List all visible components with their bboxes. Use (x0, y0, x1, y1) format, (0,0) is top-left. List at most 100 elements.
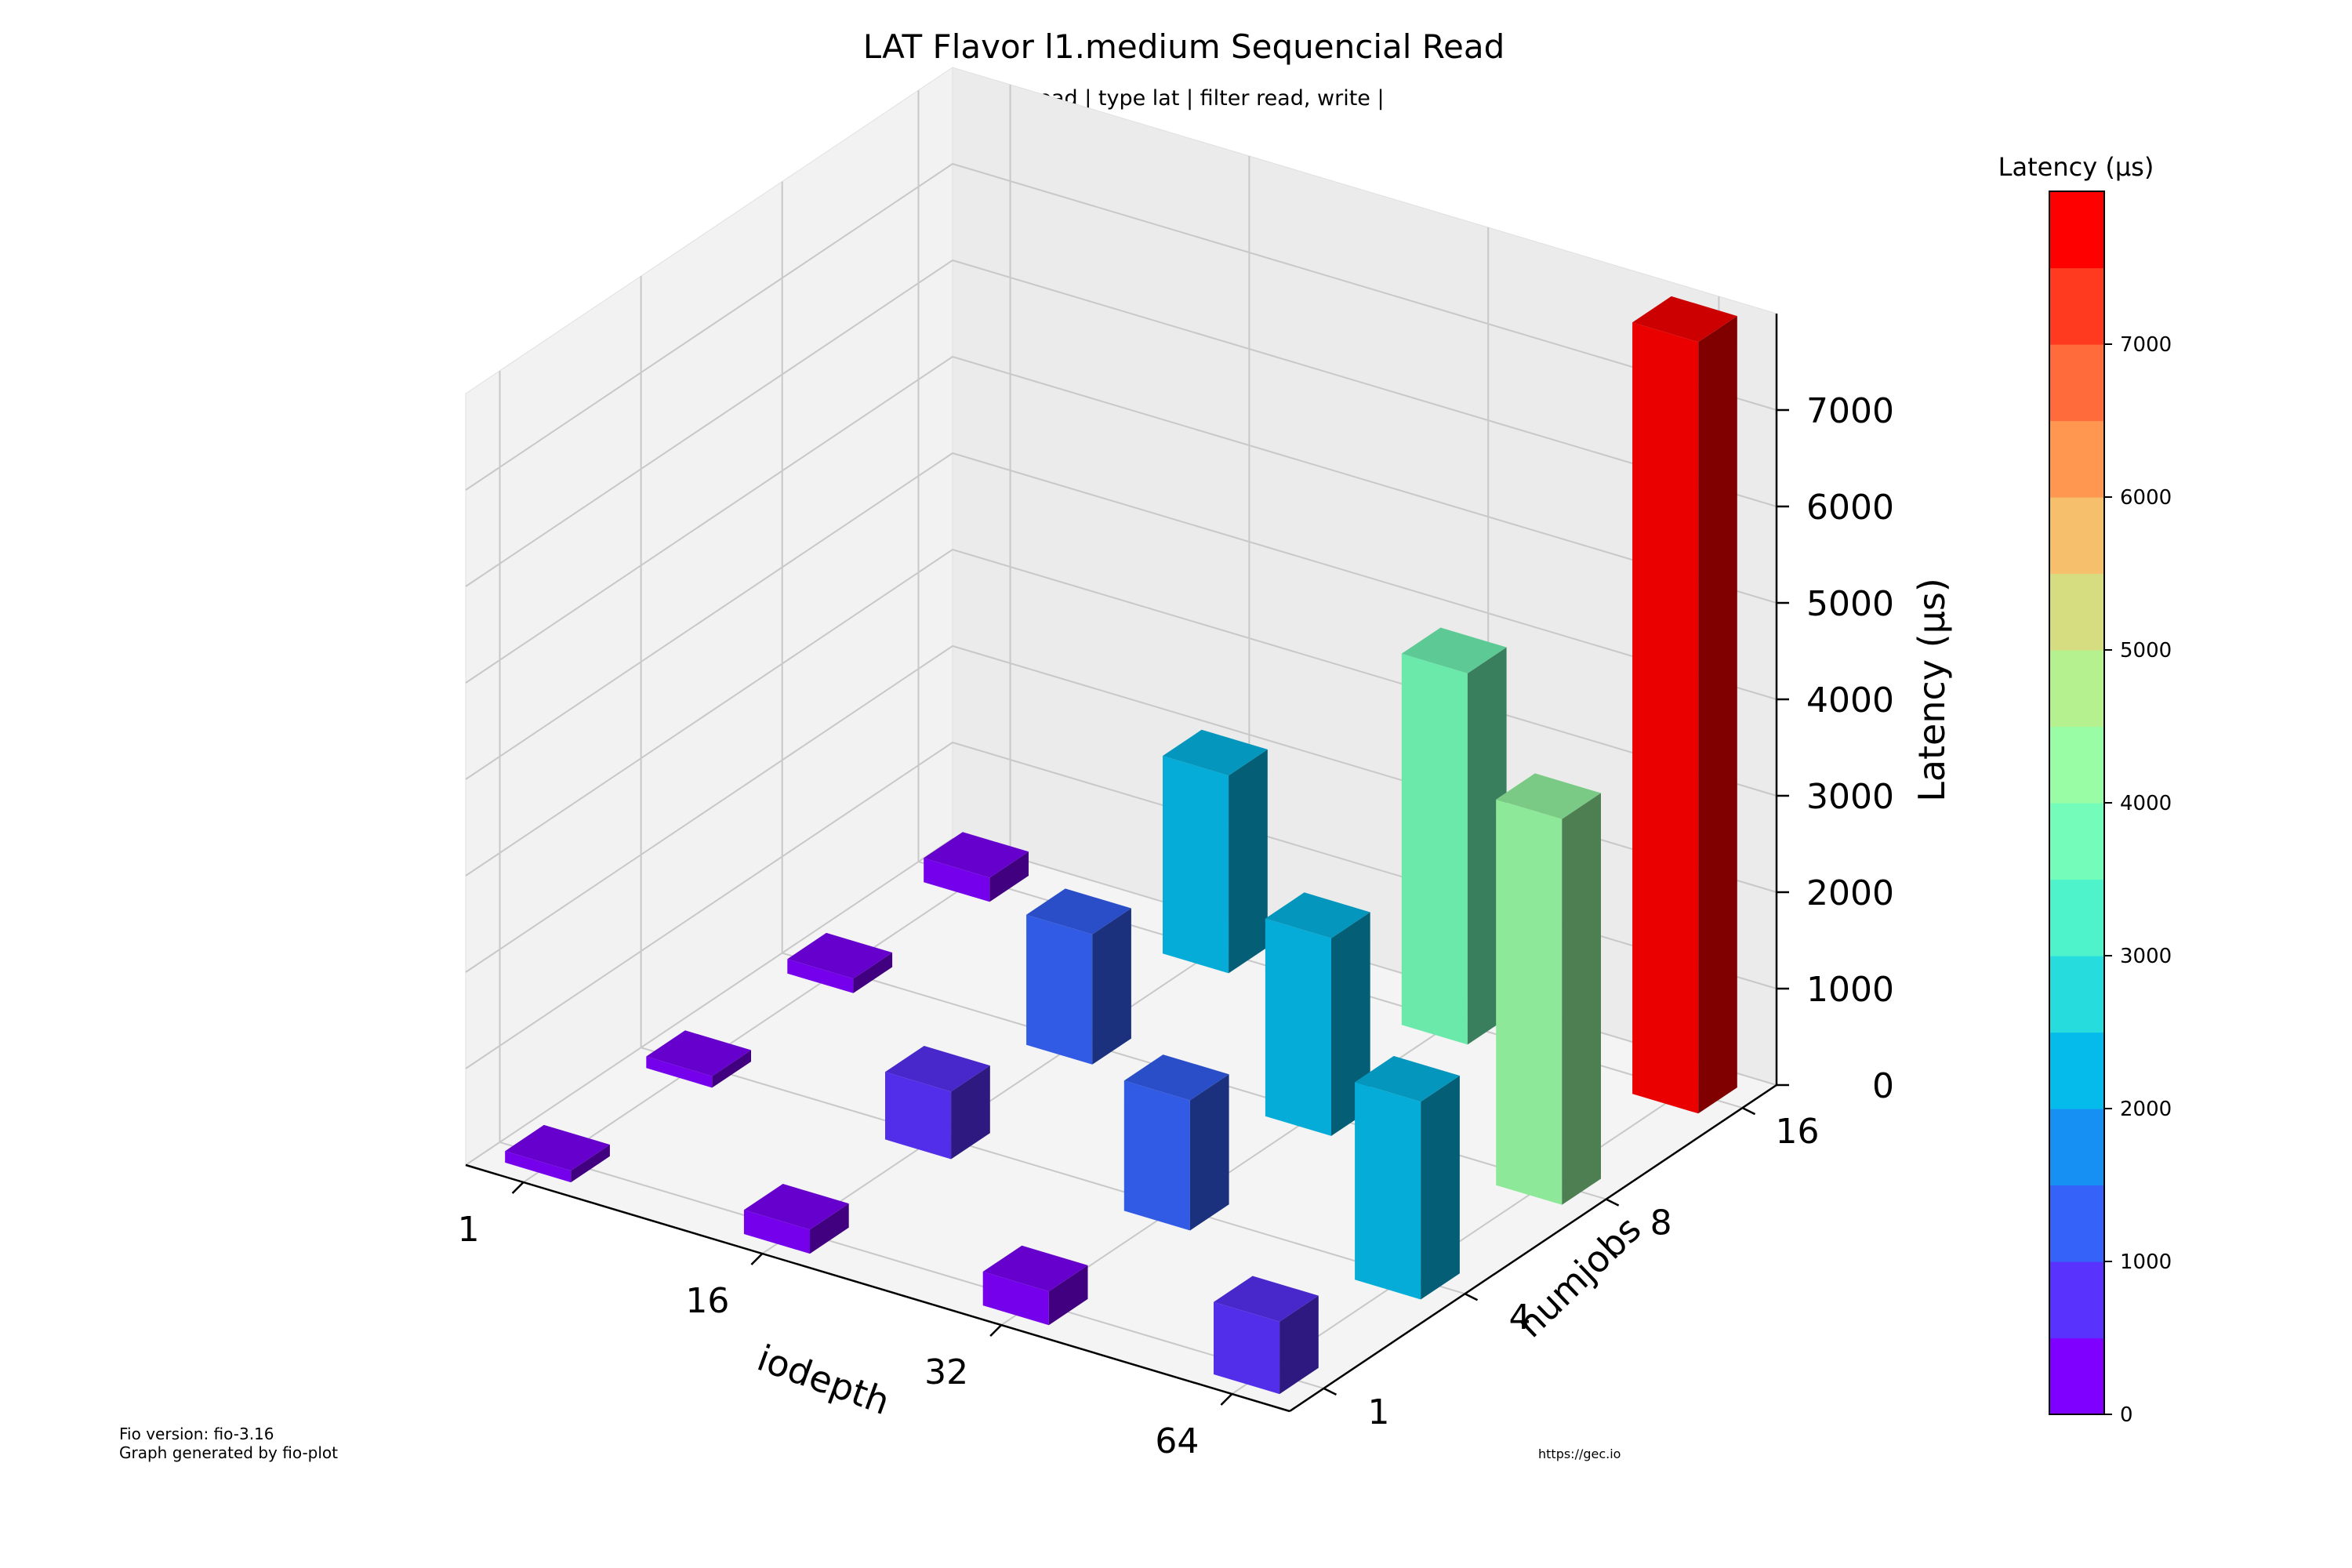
colorbar-tick-label: 0 (2120, 1403, 2133, 1427)
bar-face-top (1632, 296, 1737, 343)
bar (1123, 1054, 1229, 1231)
bar-face-side (989, 851, 1029, 902)
colorbar-tick-label: 5000 (2120, 639, 2172, 662)
bar-face-side (1092, 908, 1131, 1065)
bar-face-front (1265, 918, 1331, 1136)
bar (1026, 888, 1131, 1065)
bar (505, 1124, 610, 1183)
chart-title: LAT Flavor l1.medium Sequencial Read (863, 27, 1505, 66)
bar-face-top (1123, 1054, 1229, 1101)
bar-face-side (1562, 793, 1601, 1205)
bar (646, 1030, 751, 1088)
bar-face-side (1698, 316, 1737, 1114)
z-tick-label: 1000 (1806, 970, 1894, 1010)
bar (885, 1046, 990, 1160)
z-tick-label: 4000 (1806, 681, 1894, 720)
colorbar-swatch (2049, 1109, 2104, 1186)
colorbar-swatch (2049, 650, 2104, 728)
bar-face-front (1401, 653, 1468, 1045)
bar-face-top (787, 932, 893, 979)
z-tick-label: 5000 (1806, 584, 1894, 624)
colorbar-swatch (2049, 1185, 2104, 1262)
colorbar-tick-label: 3000 (2120, 945, 2172, 968)
bar-face-side (1229, 749, 1268, 974)
colorbar-swatch (2049, 191, 2104, 269)
bar-face-top (982, 1245, 1088, 1292)
x-tick-label: 64 (1155, 1421, 1199, 1461)
bar-face-top (1214, 1276, 1319, 1322)
bar-face-top (646, 1030, 751, 1076)
bar (1496, 773, 1601, 1205)
colorbar-swatch (2049, 1338, 2104, 1415)
x-axis-label: iodepth (752, 1337, 895, 1424)
colorbar-swatch (2049, 573, 2104, 651)
bars (505, 296, 1737, 1395)
bar (982, 1245, 1088, 1326)
colorbar-swatch (2049, 497, 2104, 575)
bar-face-side (1421, 1076, 1460, 1300)
bar-face-side (1048, 1265, 1088, 1326)
x-tick-label: 1 (458, 1210, 480, 1250)
colorbar-swatch (2049, 344, 2104, 422)
tick-labels: 1 16 32 64 1 4 8 16 0 1000 2000 3000 4000 5000 6000 700… (458, 391, 1894, 1461)
bar (924, 832, 1029, 902)
colorbar-tick-label: 7000 (2120, 333, 2172, 357)
bar-face-top (924, 832, 1029, 878)
bar-face-front (1214, 1301, 1280, 1395)
bar-face-top (1265, 892, 1370, 938)
bar-face-side (810, 1203, 849, 1254)
bar-face-front (885, 1072, 952, 1160)
bar-face-top (743, 1184, 849, 1230)
y-tick-label: 16 (1776, 1112, 1820, 1152)
bar-face-side (1189, 1074, 1229, 1231)
bar (1632, 296, 1737, 1114)
bar-face-front (924, 858, 990, 902)
bar (787, 932, 893, 993)
source-url: https://gec.io (1538, 1446, 1621, 1461)
bar-face-top (1163, 729, 1268, 776)
colorbar-swatch (2049, 420, 2104, 498)
colorbar: 0 1000 2000 3000 4000 5000 6000 7000 (2049, 191, 2172, 1427)
z-tick-label: 2000 (1806, 873, 1894, 913)
colorbar-swatch (2049, 1032, 2104, 1109)
z-axis-label: Latency (µs) (1911, 578, 1953, 802)
bar-face-front (982, 1272, 1049, 1326)
bar-face-top (885, 1046, 990, 1092)
bar (1214, 1276, 1319, 1395)
bar-face-side (853, 953, 893, 993)
bar-face-front (787, 959, 854, 993)
z-tick-label: 7000 (1806, 391, 1894, 431)
axes-panes (464, 67, 1778, 1412)
bar-face-side (571, 1145, 610, 1183)
bar-face-front (1123, 1080, 1190, 1231)
bar-face-top (1355, 1055, 1460, 1102)
colorbar-swatch (2049, 879, 2104, 956)
bar-face-front (646, 1056, 713, 1088)
bar (1355, 1055, 1460, 1300)
colorbar-tick-label: 6000 (2120, 486, 2172, 510)
colorbar-swatch (2049, 1261, 2104, 1339)
bar-face-side (712, 1050, 751, 1088)
bar (1265, 892, 1370, 1136)
bar-face-front (1632, 322, 1699, 1114)
bar-face-top (1026, 888, 1131, 935)
colorbar-tick-label: 2000 (2120, 1098, 2172, 1121)
z-tick-label: 3000 (1806, 777, 1894, 817)
bar (1401, 627, 1507, 1045)
bar-face-front (1355, 1082, 1421, 1300)
fio-version: Fio version: fio-3.16 (119, 1425, 274, 1443)
bar-face-front (743, 1210, 810, 1254)
z-tick-label: 0 (1872, 1066, 1894, 1106)
bar-face-side (1279, 1295, 1319, 1395)
bar-face-front (1496, 799, 1563, 1205)
bar-face-top (1401, 627, 1507, 673)
x-tick-label: 32 (924, 1352, 968, 1392)
colorbar-tick-label: 4000 (2120, 792, 2172, 815)
bar (1163, 729, 1268, 974)
bar (743, 1184, 849, 1254)
bar-face-top (1496, 773, 1601, 819)
bar-face-side (951, 1065, 990, 1160)
bar-face-front (1026, 914, 1093, 1065)
y-tick-label: 1 (1367, 1392, 1389, 1432)
